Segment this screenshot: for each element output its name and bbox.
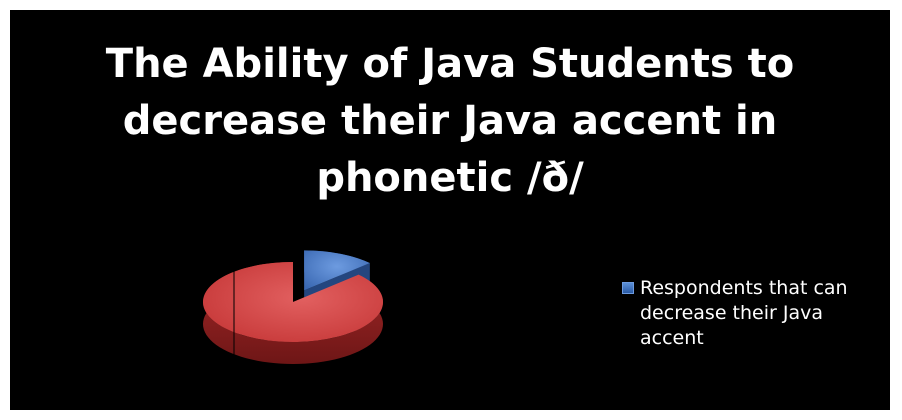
legend-label-line-1: Respondents that can — [640, 277, 848, 299]
chart-title-line-2: decrease their Java accent in — [122, 98, 778, 144]
pie-slice-1 — [203, 262, 383, 343]
chart-title-line-1: The Ability of Java Students to — [105, 41, 795, 87]
pie-slice-0 — [304, 250, 370, 291]
chart-frame: The Ability of Java Students to decrease… — [10, 10, 890, 410]
legend-swatch-respondents — [622, 282, 634, 294]
chart-title: The Ability of Java Students to decrease… — [10, 36, 890, 207]
legend-label-line-3: accent — [640, 327, 704, 349]
chart-title-line-3: phonetic /ð/ — [316, 155, 584, 201]
chart-legend: Respondents that can decrease their Java… — [622, 276, 882, 351]
pie-chart — [203, 250, 383, 382]
legend-label-line-2: decrease their Java — [640, 302, 823, 324]
